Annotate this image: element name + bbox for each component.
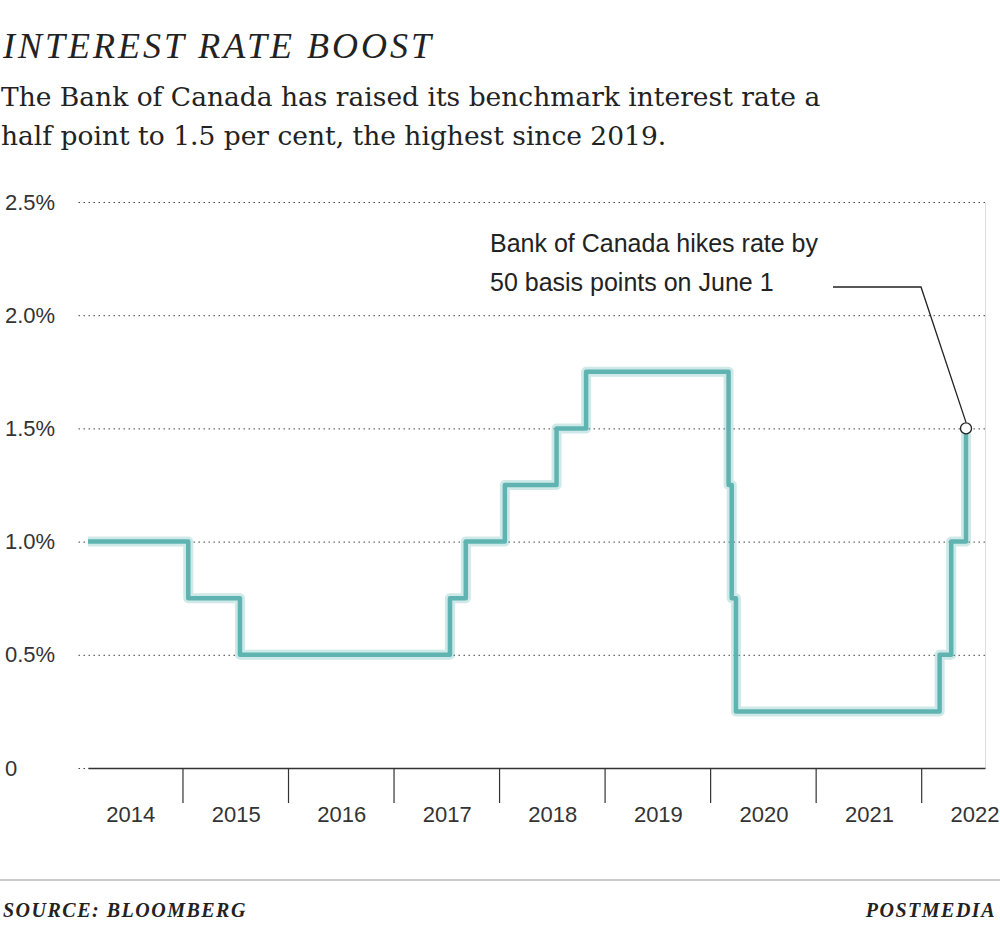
x-axis: 2014 2015 2016 2017 2018 2019 2020 2021 2022 [89, 768, 1000, 827]
y-tick-label: 2.0% [5, 303, 55, 328]
annotation-text: Bank of Canada hikes rate by [490, 229, 818, 257]
year-divider [182, 768, 183, 803]
subtitle: The Bank of Canada has raised its benchm… [1, 81, 820, 112]
y-tick-label: 0.5% [5, 642, 55, 667]
rate-line [88, 372, 966, 712]
annotation-text: 50 basis points on June 1 [490, 268, 774, 296]
grid-line [78, 655, 985, 656]
x-tick: 2021 [845, 768, 894, 827]
y-tick: 0 [5, 756, 985, 781]
x-tick: 2018 [528, 768, 577, 827]
year-divider [710, 768, 711, 803]
annotation-point [961, 423, 972, 434]
x-tick: 2014 [106, 768, 155, 827]
grid-line [78, 428, 985, 429]
year-divider [604, 768, 605, 803]
year-divider [499, 768, 500, 803]
x-tick: 2019 [634, 768, 683, 827]
grid-line [78, 202, 985, 203]
x-tick: 2016 [317, 768, 366, 827]
y-tick: 2.0% [5, 303, 985, 328]
x-tick-label: 2018 [528, 802, 577, 827]
x-tick-label: 2014 [106, 802, 155, 827]
y-tick-label: 1.0% [5, 529, 55, 554]
y-tick: 2.5% [5, 190, 985, 215]
x-tick-label: 2019 [634, 802, 683, 827]
footer-rule [0, 879, 1000, 880]
y-tick-label: 2.5% [5, 190, 55, 215]
x-tick-label: 2016 [317, 802, 366, 827]
chart: INTEREST RATE BOOST The Bank of Canada ha… [0, 0, 1000, 949]
line-halo [88, 372, 966, 712]
grid-line [78, 542, 985, 543]
grid-line [78, 315, 985, 316]
credit: POSTMEDIA [865, 899, 996, 921]
year-divider [393, 768, 394, 803]
grid-line [78, 768, 985, 769]
year-divider [816, 768, 817, 803]
y-tick-label: 1.5% [5, 416, 55, 441]
x-tick-label: 2017 [423, 802, 472, 827]
title: INTEREST RATE BOOST [2, 26, 434, 66]
x-tick-label: 2020 [739, 802, 788, 827]
x-tick: 2020 [739, 768, 788, 827]
y-tick: 0.5% [5, 642, 985, 667]
y-axis: 0 0.5% 1.0% 1.5% 2.0% 2.5% [5, 190, 986, 781]
x-tick-label: 2022 [950, 802, 999, 827]
year-divider [288, 768, 289, 803]
plot-area [88, 372, 966, 712]
annotation-leader [833, 287, 966, 422]
year-divider [921, 768, 922, 803]
x-tick-label: 2015 [212, 802, 261, 827]
y-axis-line [985, 203, 986, 769]
source: SOURCE: BLOOMBERG [3, 899, 247, 921]
subtitle: half point to 1.5 per cent, the highest … [1, 120, 666, 151]
x-tick: 2015 [212, 768, 261, 827]
y-tick-label: 0 [5, 756, 17, 781]
x-axis-line [89, 768, 986, 770]
x-tick-label: 2021 [845, 802, 894, 827]
x-tick: 2022 [950, 768, 999, 827]
y-tick: 1.5% [5, 416, 985, 441]
x-tick: 2017 [423, 768, 472, 827]
